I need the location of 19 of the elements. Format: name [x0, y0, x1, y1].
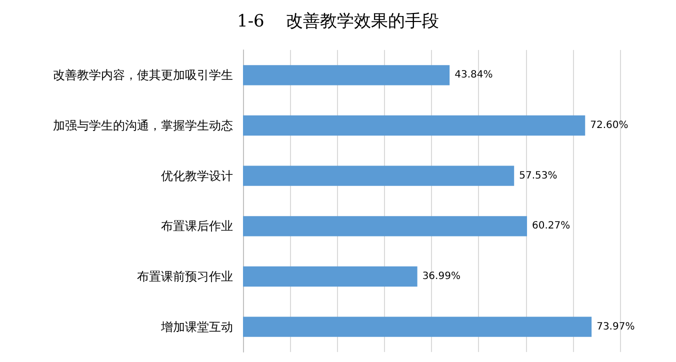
- bar: [243, 216, 528, 236]
- bar: [243, 266, 418, 287]
- y-tick-label: 布置课前预习作业: [137, 270, 233, 284]
- data-label: 43.84%: [454, 70, 493, 81]
- data-label: 72.60%: [590, 120, 628, 131]
- y-tick-label: 增加课堂互动: [160, 320, 233, 334]
- data-label: 60.27%: [532, 220, 570, 232]
- chart-title: 1-6 改善教学效果的手段: [237, 12, 439, 32]
- y-tick-label: 改善教学内容，使其更加吸引学生: [53, 68, 233, 82]
- data-label: 57.53%: [519, 170, 558, 182]
- bar: [243, 65, 450, 86]
- bar: [243, 316, 592, 337]
- y-tick-label: 加强与学生的沟通，掌握学生动态: [53, 118, 233, 132]
- data-label: 73.97%: [596, 321, 635, 332]
- data-label: 36.99%: [422, 271, 460, 282]
- y-tick-label: 优化教学设计: [161, 168, 233, 183]
- bar: [243, 166, 514, 186]
- y-tick-label: 布置课后作业: [161, 219, 233, 234]
- bar: [243, 115, 586, 136]
